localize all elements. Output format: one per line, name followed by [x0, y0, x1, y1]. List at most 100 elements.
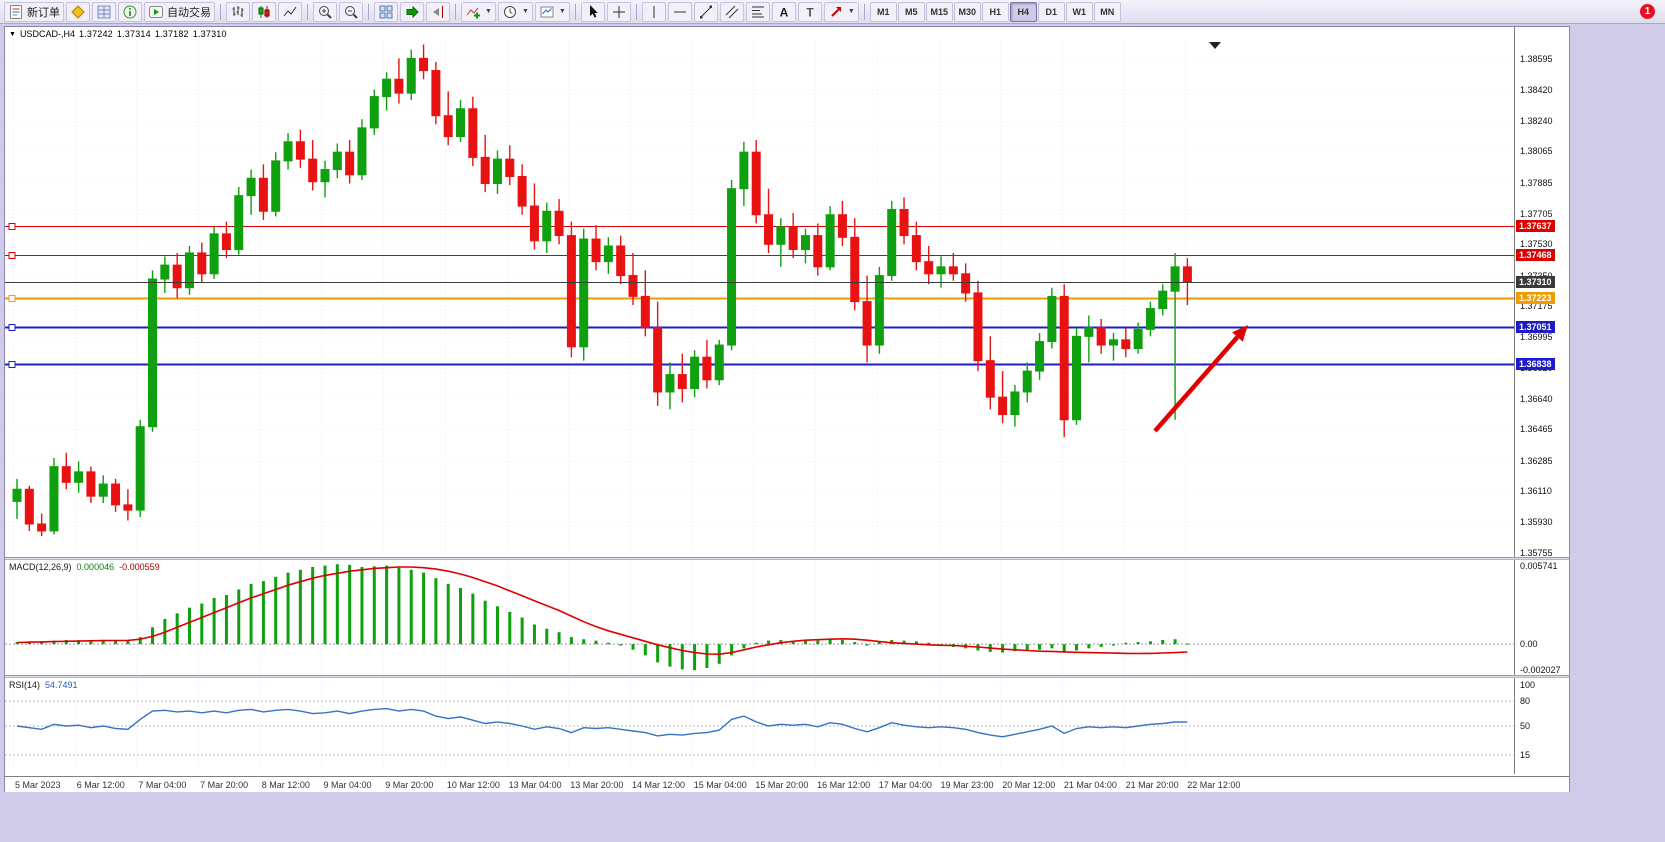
indicators-button[interactable]: ▼	[461, 1, 496, 22]
dropdown-caret-icon: ▼	[558, 8, 566, 15]
autotrading-label: 自动交易	[167, 6, 211, 19]
arrows-tool-button[interactable]: ▼	[823, 1, 859, 22]
timeframe-button-W1[interactable]: W1	[1065, 1, 1093, 22]
autotrading-button[interactable]: 自动交易	[144, 1, 215, 22]
macd-chart-canvas[interactable]	[5, 560, 1514, 675]
vertical-line-tool-button[interactable]	[641, 1, 666, 22]
templates-icon	[540, 6, 554, 17]
auto-scroll-icon	[406, 5, 419, 18]
timeframe-button-M5[interactable]: M5	[897, 1, 925, 22]
macd-signal-value: -0.000559	[119, 562, 160, 572]
svg-text:T: T	[806, 5, 814, 19]
text-label-tool-button[interactable]: T	[797, 1, 822, 22]
timeframe-button-D1[interactable]: D1	[1037, 1, 1065, 22]
horizontal-line-tool-button[interactable]	[667, 1, 692, 22]
line-chart-button[interactable]	[278, 1, 302, 22]
crosshair-button[interactable]	[606, 1, 631, 22]
zoom-in-icon	[319, 5, 332, 19]
price-axis-label: 1.37350	[1520, 271, 1553, 281]
toolbar-separator	[863, 3, 865, 20]
new-order-button[interactable]: 新订单	[4, 1, 64, 22]
channel-tool-button[interactable]	[719, 1, 744, 22]
price-axis[interactable]: 1.38595 1.38420 1.38240 1.38065 1.37885 1.377…	[1514, 27, 1569, 774]
channel-icon	[725, 5, 739, 18]
hline-price-badge: 1.36838	[1516, 358, 1555, 371]
rsi-panel-title: RSI(14) 54.7491	[9, 680, 78, 690]
dropdown-caret-icon: ▼	[521, 8, 529, 15]
metaeditor-button[interactable]	[66, 1, 90, 22]
price-axis-label: 1.38065	[1520, 146, 1553, 157]
time-axis-label: 5 Mar 2023	[15, 780, 61, 790]
cursor-icon	[589, 4, 598, 18]
macd-axis-label: 0.005741	[1520, 561, 1558, 571]
horizontal-line-icon	[673, 11, 686, 12]
market-watch-button[interactable]	[92, 1, 116, 22]
timeframe-button-H4[interactable]: H4	[1009, 1, 1037, 22]
arrow-tool-icon	[831, 6, 841, 17]
timeframe-button-MN[interactable]: MN	[1093, 1, 1121, 22]
trendline-tool-button[interactable]	[693, 1, 718, 22]
time-axis-label: 13 Mar 20:00	[570, 780, 624, 790]
text-tool-button[interactable]: A	[771, 1, 796, 22]
fibonacci-icon	[751, 6, 764, 17]
zoom-out-icon	[345, 5, 358, 19]
timeframe-button-M1[interactable]: M1	[869, 1, 897, 22]
price-axis-label: 1.36640	[1520, 393, 1553, 404]
price-axis-label: 1.36465	[1520, 424, 1553, 435]
chart-header: ▼ USDCAD-,H4 1.37242 1.37314 1.37182 1.3…	[5, 27, 1514, 41]
auto-scroll-button[interactable]	[400, 1, 424, 22]
macd-axis-label: -0.002027	[1520, 665, 1561, 675]
zoom-out-button[interactable]	[339, 1, 363, 22]
rsi-value: 54.7491	[45, 680, 78, 690]
new-order-label: 新订单	[27, 6, 60, 19]
pane-splitter-macd[interactable]	[5, 557, 1569, 560]
time-axis-label: 16 Mar 12:00	[817, 780, 871, 790]
time-axis-label: 21 Mar 04:00	[1063, 780, 1117, 790]
ohlc-close: 1.37310	[192, 29, 227, 39]
timeframe-button-H1[interactable]: H1	[981, 1, 1009, 22]
cursor-button[interactable]	[580, 1, 605, 22]
time-axis-label: 21 Mar 20:00	[1125, 780, 1179, 790]
time-axis-label: 17 Mar 04:00	[878, 780, 932, 790]
metaeditor-icon	[71, 4, 85, 19]
pane-splitter-rsi[interactable]	[5, 675, 1569, 678]
time-axis-label: 15 Mar 20:00	[755, 780, 809, 790]
hline-price-badge: 1.37223	[1516, 291, 1555, 304]
main-toolbar: 新订单 自动交易	[0, 0, 1665, 24]
periods-clock-icon	[503, 5, 516, 18]
dropdown-caret-icon: ▼	[847, 8, 855, 15]
price-chart-canvas[interactable]	[5, 41, 1514, 557]
dropdown-caret-icon: ▼	[485, 8, 492, 15]
fibonacci-tool-button[interactable]	[745, 1, 770, 22]
ohlc-high: 1.37314	[116, 29, 151, 39]
tile-windows-button[interactable]	[374, 1, 398, 22]
timeframe-button-M15[interactable]: M15	[925, 1, 953, 22]
trendline-icon	[699, 5, 712, 18]
timeframe-button-M30[interactable]: M30	[953, 1, 981, 22]
chart-window: ▼ USDCAD-,H4 1.37242 1.37314 1.37182 1.3…	[4, 26, 1570, 792]
time-axis-label: 13 Mar 04:00	[508, 780, 562, 790]
toolbar-separator	[635, 3, 637, 20]
rsi-chart-canvas[interactable]	[5, 678, 1514, 774]
data-window-button[interactable]	[118, 1, 142, 22]
bar-chart-icon	[232, 5, 244, 17]
crosshair-icon	[612, 5, 625, 18]
time-axis-label: 6 Mar 12:00	[76, 780, 125, 790]
macd-panel-title: MACD(12,26,9) 0.000046 -0.000559	[9, 562, 160, 572]
notification-badge[interactable]: 1	[1640, 4, 1655, 19]
price-axis-label: 1.38240	[1520, 115, 1553, 126]
time-axis[interactable]: 5 Mar 2023 6 Mar 12:00 7 Mar 04:00 7 Mar 20…	[5, 776, 1569, 792]
toolbar-separator	[307, 3, 308, 20]
bar-chart-button[interactable]	[226, 1, 250, 22]
price-axis-label: 1.36110	[1520, 485, 1552, 496]
rsi-axis-label: 50	[1520, 721, 1531, 731]
candlestick-chart-button[interactable]	[252, 1, 276, 22]
hline-price-badge: 1.37468	[1516, 249, 1555, 262]
chart-shift-button[interactable]	[426, 1, 450, 22]
zoom-in-button[interactable]	[313, 1, 337, 22]
collapse-triangle-icon[interactable]: ▼	[9, 30, 16, 38]
templates-button[interactable]: ▼	[534, 1, 570, 22]
periods-button[interactable]: ▼	[497, 1, 533, 22]
chart-symbol-period: USDCAD-,H4	[19, 29, 75, 39]
time-axis-label: 8 Mar 12:00	[261, 780, 310, 790]
